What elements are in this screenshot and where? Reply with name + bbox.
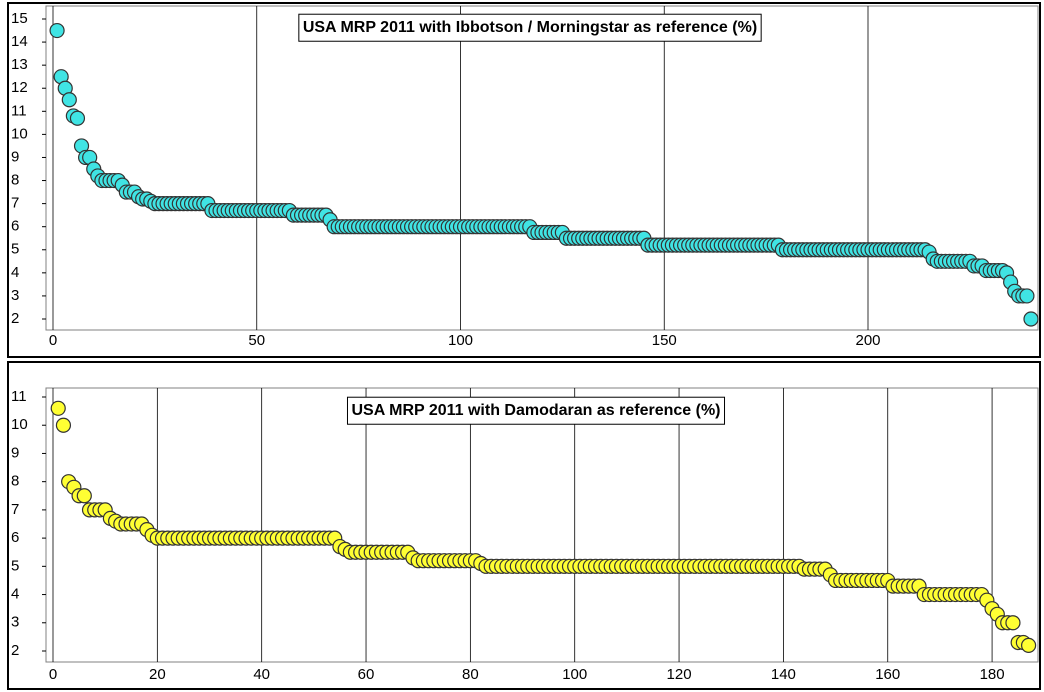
y-tick-label: 10 — [11, 125, 28, 142]
y-tick-label: 6 — [11, 218, 19, 235]
title-box — [346, 396, 726, 425]
y-tick-label: 15 — [11, 10, 28, 27]
y-tick-label: 8 — [11, 172, 19, 189]
x-tick-label: 0 — [49, 666, 57, 683]
data-point — [1023, 311, 1039, 327]
data-point — [55, 417, 72, 433]
data-point — [61, 92, 77, 108]
y-tick-label: 3 — [11, 287, 19, 304]
y-tick-label: 2 — [11, 310, 19, 327]
y-tick-label: 8 — [11, 473, 19, 490]
data-point — [1019, 288, 1035, 304]
plot-area — [45, 387, 1039, 663]
plot-area — [45, 5, 1039, 331]
data-point — [49, 22, 65, 39]
y-tick-label: 3 — [11, 614, 19, 631]
y-tick-label: 7 — [11, 195, 19, 212]
y-tick-label: 9 — [11, 444, 19, 461]
chart-title: USA MRP 2011 with Ibbotson / Morningstar… — [303, 19, 757, 36]
y-tick-label: 2 — [11, 642, 19, 659]
data-point — [69, 110, 86, 126]
y-tick-label: 7 — [11, 501, 19, 518]
x-tick-label: 200 — [855, 332, 880, 349]
x-tick-label: 150 — [652, 332, 677, 349]
x-tick-label: 120 — [667, 666, 692, 683]
x-tick-label: 60 — [358, 666, 375, 683]
data-point — [1005, 615, 1021, 631]
y-tick-label: 13 — [11, 56, 28, 73]
data-point — [1020, 637, 1037, 653]
y-tick-label: 10 — [11, 416, 28, 433]
title-box — [298, 13, 762, 42]
y-tick-label: 11 — [11, 388, 27, 405]
x-tick-label: 180 — [980, 666, 1005, 683]
x-tick-label: 100 — [448, 332, 473, 349]
data-point — [50, 400, 66, 416]
x-tick-label: 160 — [875, 666, 900, 683]
x-tick-label: 80 — [462, 666, 479, 683]
chart-title: USA MRP 2011 with Damodaran as reference… — [351, 402, 720, 419]
x-tick-label: 100 — [562, 666, 587, 683]
x-tick-label: 20 — [149, 666, 166, 683]
y-tick-label: 11 — [11, 102, 27, 119]
y-tick-label: 12 — [11, 79, 28, 96]
x-tick-label: 140 — [771, 666, 796, 683]
y-tick-label: 9 — [11, 148, 19, 165]
y-tick-label: 14 — [11, 33, 28, 50]
y-tick-label: 5 — [11, 557, 19, 574]
y-tick-label: 6 — [11, 529, 19, 546]
y-tick-label: 5 — [11, 241, 19, 258]
x-tick-label: 50 — [248, 332, 265, 349]
data-point — [76, 488, 92, 504]
x-tick-label: 0 — [49, 332, 57, 349]
x-tick-label: 40 — [253, 666, 270, 683]
y-tick-label: 4 — [11, 586, 19, 603]
y-tick-label: 4 — [11, 264, 19, 281]
